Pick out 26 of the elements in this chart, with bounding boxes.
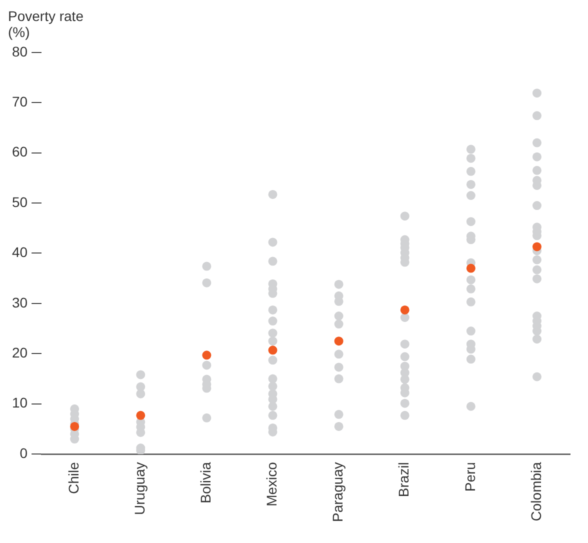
x-tick-label: Chile — [65, 462, 82, 494]
y-tick-label: 30 — [12, 294, 28, 310]
y-axis-title: Poverty rate (%) — [8, 8, 84, 40]
point — [334, 336, 344, 346]
y-tick-label: 70 — [12, 93, 28, 110]
x-tick-label: Colombia — [528, 462, 544, 522]
y-tick-label: 50 — [12, 194, 28, 210]
x-tick-label: Peru — [462, 462, 478, 492]
y-tick-label: 0 — [20, 444, 28, 461]
point — [532, 242, 542, 252]
point — [268, 346, 278, 355]
x-tick-label: Mexico — [264, 462, 280, 506]
y-tick-label: 10 — [12, 394, 28, 411]
y-tick-label: 60 — [12, 144, 28, 160]
point — [136, 410, 146, 420]
point — [466, 264, 476, 273]
y-tick-label: 40 — [12, 244, 28, 260]
x-tick-label: Brazil — [396, 462, 412, 498]
y-tick-label: 20 — [12, 344, 28, 361]
y-tick-label: 80 — [12, 43, 28, 60]
x-tick-label: Paraguay — [330, 462, 346, 522]
x-tick-label: Uruguay — [132, 462, 148, 515]
point — [70, 422, 80, 431]
point — [202, 350, 212, 360]
point — [400, 305, 410, 314]
x-tick-label: Bolivia — [198, 462, 214, 504]
